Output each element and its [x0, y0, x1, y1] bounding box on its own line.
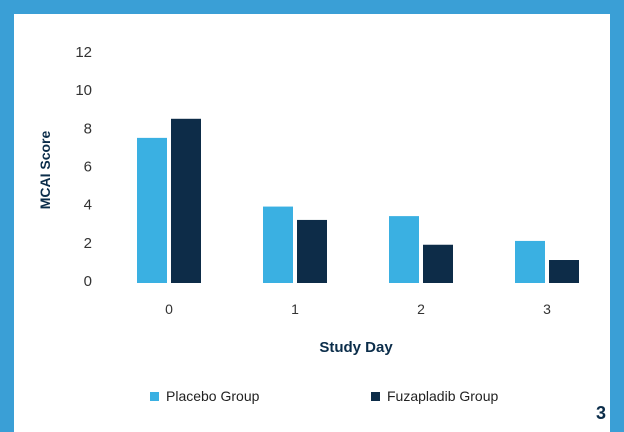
- y-tick-label: 4: [84, 197, 92, 214]
- bar-placebo-group-day-3: [515, 240, 545, 283]
- bar-fuzapladib-group-day-0: [171, 118, 201, 284]
- bar-placebo-group-day-2: [389, 216, 419, 283]
- y-axis-label: MCAI Score: [37, 131, 53, 210]
- legend: Placebo Group Fuzapladib Group: [150, 388, 499, 404]
- x-axis-ticks: 0 1 2 3: [165, 301, 551, 317]
- bar-placebo-group-day-0: [137, 137, 167, 283]
- bar-fuzapladib-group-day-3: [549, 260, 579, 283]
- y-tick-label: 0: [84, 273, 92, 290]
- bar-placebo-group-day-1: [263, 206, 293, 283]
- y-tick-label: 12: [75, 44, 92, 61]
- bar-fuzapladib-group-day-1: [297, 219, 327, 283]
- legend-label: Fuzapladib Group: [387, 388, 499, 404]
- y-tick-label: 10: [75, 82, 92, 99]
- legend-swatch: [371, 392, 380, 401]
- y-tick-label: 2: [84, 235, 92, 252]
- x-tick-label: 1: [291, 301, 299, 317]
- bars: [137, 118, 579, 284]
- page-number: 3: [595, 403, 606, 423]
- x-tick-label: 2: [417, 301, 425, 317]
- x-tick-label: 3: [543, 301, 551, 317]
- legend-label: Placebo Group: [166, 388, 260, 404]
- y-tick-label: 8: [84, 120, 92, 137]
- bar-fuzapladib-group-day-2: [423, 244, 453, 283]
- y-tick-label: 6: [84, 159, 92, 176]
- y-axis-ticks: 0 2 4 6 8 10 12: [75, 44, 92, 290]
- legend-swatch: [150, 392, 159, 401]
- x-axis-label: Study Day: [319, 339, 393, 356]
- x-tick-label: 0: [165, 301, 173, 317]
